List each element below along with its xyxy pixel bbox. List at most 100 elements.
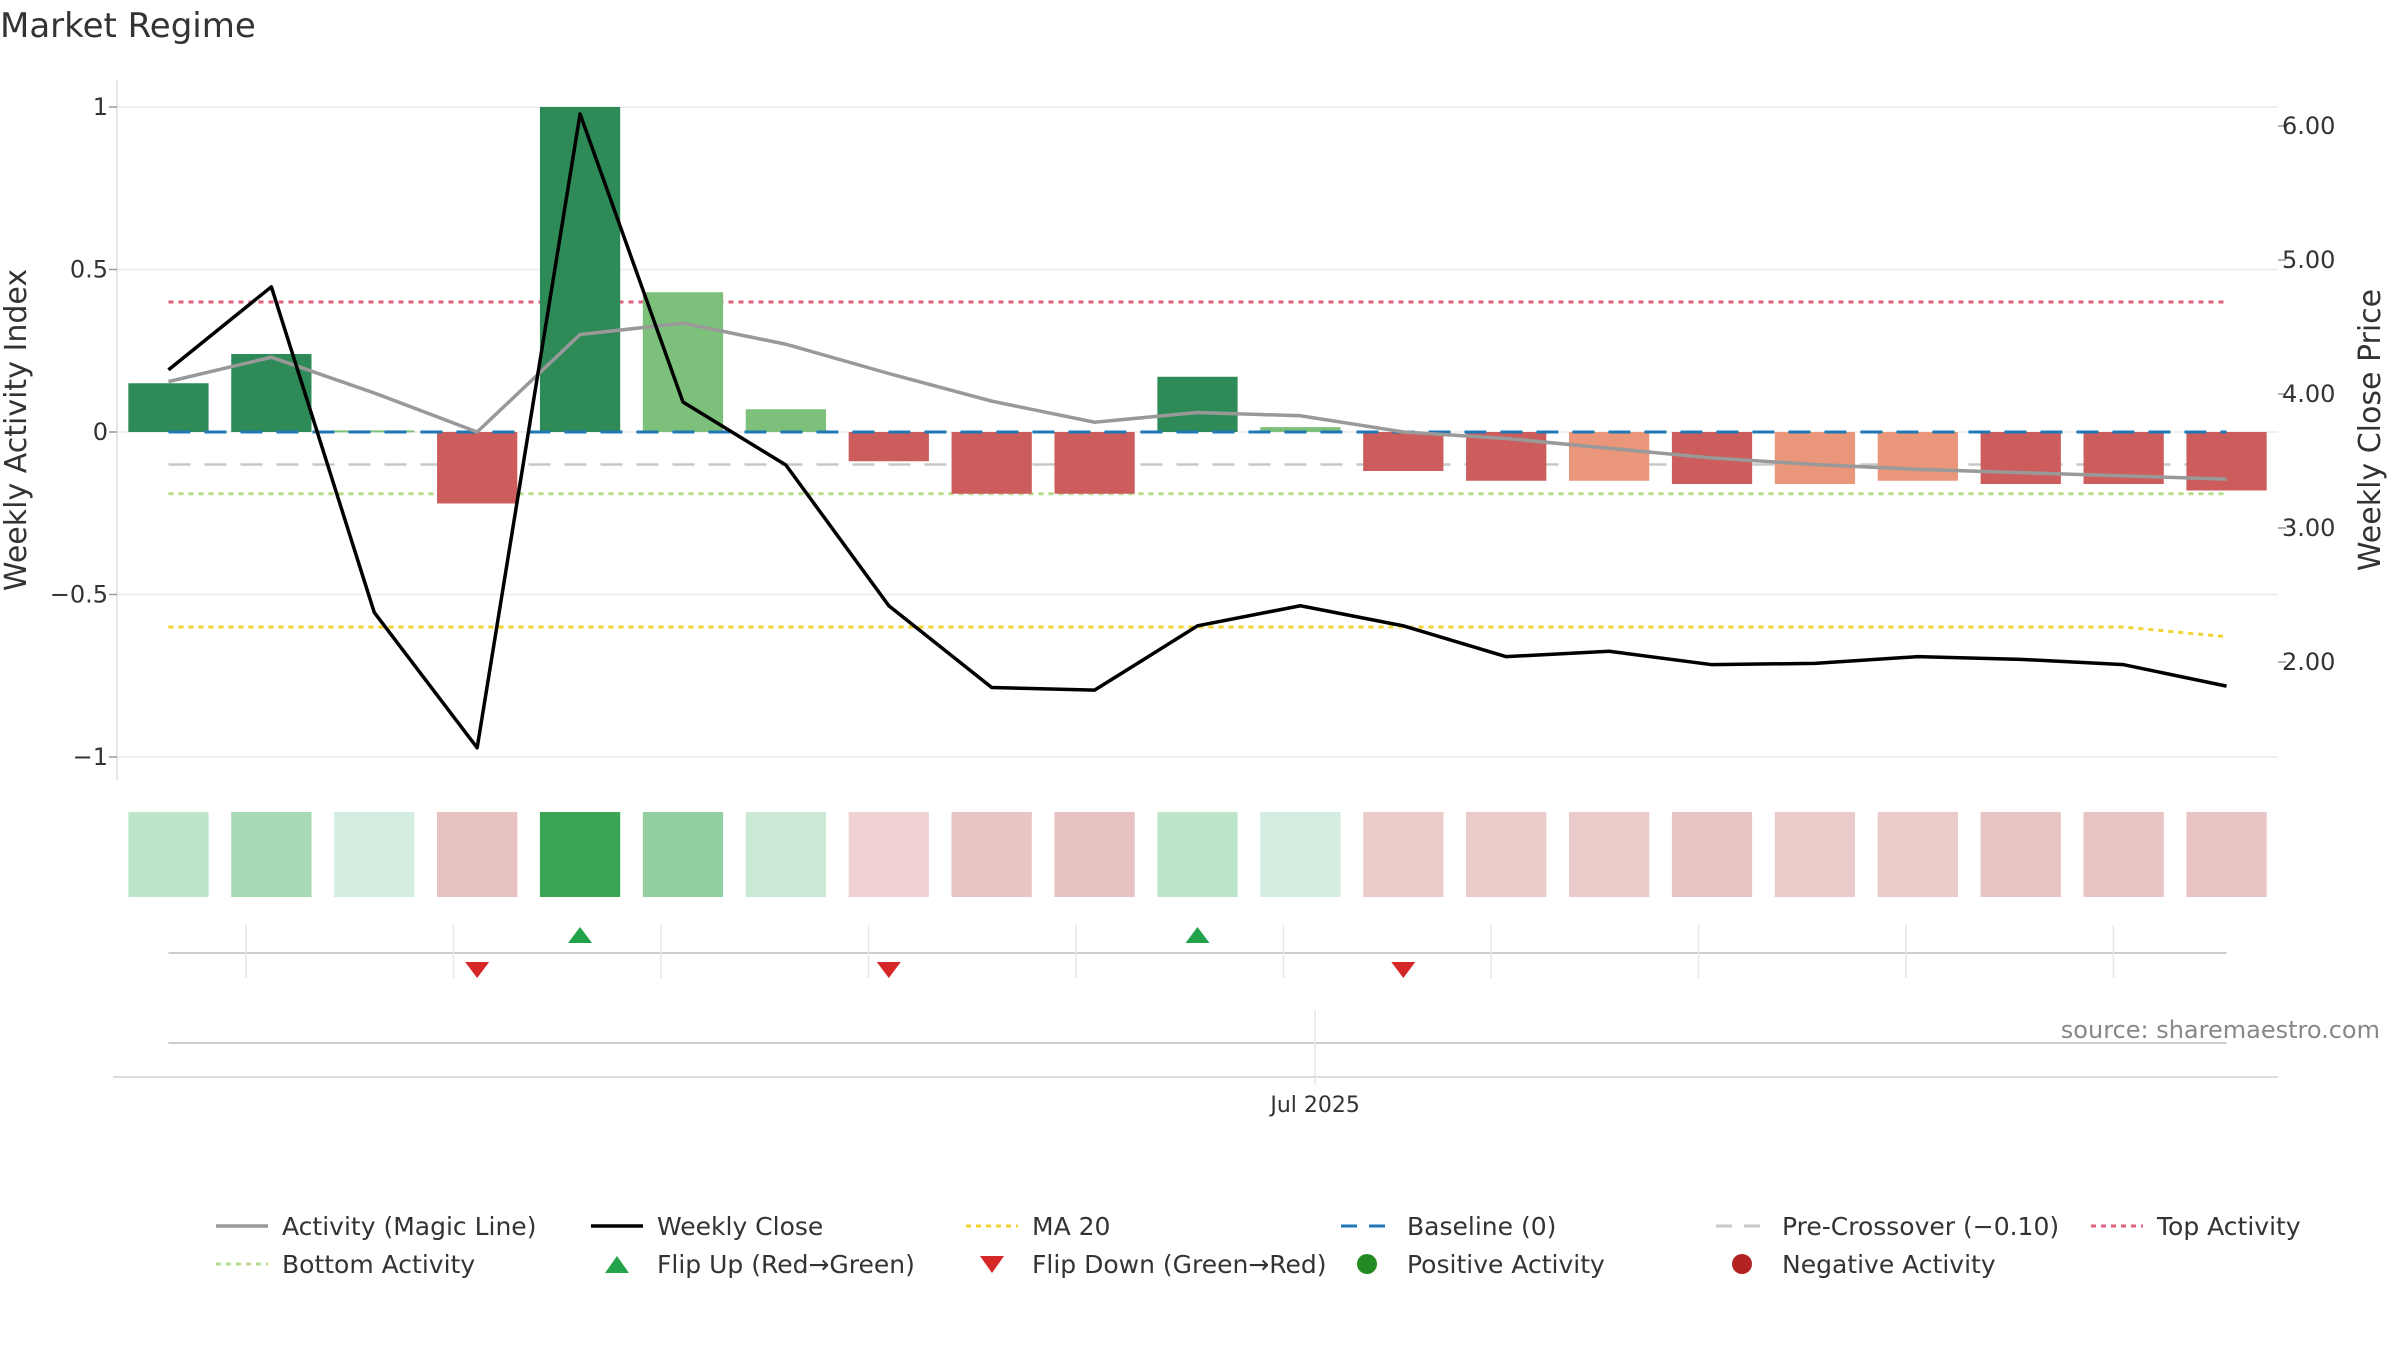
dot-icon	[1357, 1254, 1377, 1274]
chart-title: Market Regime	[0, 6, 256, 46]
legend-symbol	[1732, 1254, 1752, 1274]
axes: 1 0.5 0 −0.5 −1 Weekly Activity Index 6.00 5.00…	[0, 80, 2388, 780]
legend-symbol	[966, 1224, 1018, 1228]
heat-cell	[848, 812, 929, 897]
heat-cell	[1671, 812, 1753, 897]
right-axis-tick-label: 6.00	[2282, 112, 2335, 140]
activity-bar	[1774, 432, 1856, 484]
activity-bar	[1877, 432, 1958, 481]
activity-bar	[745, 409, 827, 432]
series-lines	[167, 112, 2227, 750]
legend-item: Positive Activity	[1335, 1246, 1605, 1282]
legend-label: Baseline (0)	[1407, 1211, 1557, 1241]
weekly-close-line	[167, 112, 2227, 750]
heat-cell	[2083, 812, 2164, 897]
legend-symbol	[216, 1224, 268, 1228]
legend-symbol	[2091, 1224, 2143, 1228]
heat-cell	[1568, 812, 1650, 897]
heat-cell	[128, 812, 209, 897]
flip-markers-panel	[168, 925, 2227, 978]
heat-cell	[2186, 812, 2267, 897]
heat-cell	[745, 812, 827, 897]
regime-heat-strip	[128, 812, 2267, 897]
flip-up-marker	[568, 927, 593, 943]
ma20-line	[168, 625, 2227, 639]
triangle-down-icon	[980, 1256, 1004, 1273]
legend-item: Flip Up (Red→Green)	[585, 1246, 915, 1282]
legend-item: Activity (Magic Line)	[210, 1208, 536, 1244]
left-axis-tick-label: −0.5	[50, 581, 108, 609]
activity-bar	[1054, 432, 1135, 494]
activity-bar	[539, 107, 621, 432]
activity-bar	[1363, 432, 1444, 471]
activity-bar	[1260, 427, 1341, 432]
heat-cell	[951, 812, 1032, 897]
legend-item: Flip Down (Green→Red)	[960, 1246, 1327, 1282]
activity-bar	[1568, 432, 1650, 481]
legend-label: Negative Activity	[1782, 1249, 1996, 1279]
legend-label: MA 20	[1032, 1211, 1111, 1241]
legend-item: MA 20	[960, 1208, 1110, 1244]
heat-cell	[231, 812, 312, 897]
legend-item: Bottom Activity	[210, 1246, 475, 1282]
heat-cell	[1054, 812, 1135, 897]
activity-bar	[951, 432, 1032, 494]
right-axis-tick-label: 3.00	[2282, 514, 2335, 542]
right-axis-tick-label: 5.00	[2282, 246, 2335, 274]
legend-label: Top Activity	[2157, 1211, 2301, 1241]
triangle-up-icon	[605, 1256, 629, 1273]
left-axis-tick-label: 0	[93, 418, 108, 446]
legend-item: Baseline (0)	[1335, 1208, 1556, 1244]
flip-down-marker	[1391, 962, 1416, 978]
source-note: source: sharemaestro.com	[2060, 1016, 2380, 1044]
left-axis-tick-label: 0.5	[70, 256, 108, 284]
dot-icon	[1732, 1254, 1752, 1274]
heat-cell	[1877, 812, 1958, 897]
legend-label: Pre-Crossover (−0.10)	[1782, 1211, 2060, 1241]
activity-bar	[848, 432, 929, 462]
activity-bar	[334, 430, 415, 433]
right-axis-tick-label: 2.00	[2282, 648, 2335, 676]
heat-cell	[642, 812, 724, 897]
right-axis-tick-label: 4.00	[2282, 380, 2335, 408]
left-axis-tick-label: −1	[73, 743, 108, 771]
legend-label: Activity (Magic Line)	[282, 1211, 537, 1241]
legend-label: Positive Activity	[1407, 1249, 1605, 1279]
flip-down-marker	[876, 962, 901, 978]
flip-down-marker	[465, 962, 490, 978]
legend-label: Bottom Activity	[282, 1249, 476, 1279]
heat-cell	[1774, 812, 1856, 897]
activity-bar	[1980, 432, 2061, 484]
activity-bar	[437, 432, 518, 504]
heat-cell	[539, 812, 621, 897]
legend-symbol	[980, 1256, 1004, 1273]
heat-cell	[1980, 812, 2061, 897]
time-axis-tick-label: Jul 2025	[1268, 1093, 1360, 1118]
legend-item: Negative Activity	[1710, 1246, 1996, 1282]
legend-label: Flip Up (Red→Green)	[657, 1249, 915, 1279]
legend-symbol	[605, 1256, 629, 1273]
legend-symbol	[1357, 1254, 1377, 1274]
activity-bars	[128, 107, 2267, 504]
left-axis-label: Weekly Activity Index	[0, 269, 34, 591]
legend-item: Pre-Crossover (−0.10)	[1710, 1208, 2059, 1244]
activity-bar	[642, 292, 724, 432]
heat-cell	[1260, 812, 1341, 897]
right-axis-label: Weekly Close Price	[2353, 289, 2388, 571]
legend-symbol	[591, 1224, 643, 1228]
time-axis-panel: Jul 2025	[113, 1010, 2278, 1118]
left-axis-tick-label: 1	[93, 93, 108, 121]
activity-bar	[128, 383, 209, 432]
heat-cell	[1363, 812, 1444, 897]
heat-cell	[334, 812, 415, 897]
heat-cell	[437, 812, 518, 897]
legend-item: Top Activity	[2085, 1208, 2301, 1244]
activity-bar	[1157, 376, 1238, 432]
flip-up-marker	[1185, 927, 1210, 943]
legend-symbol	[1341, 1224, 1393, 1228]
heat-cell	[1157, 812, 1238, 897]
legend-symbol	[216, 1262, 268, 1266]
activity-bar	[2186, 432, 2267, 491]
magic-line	[168, 321, 2227, 481]
legend-label: Flip Down (Green→Red)	[1032, 1249, 1327, 1279]
